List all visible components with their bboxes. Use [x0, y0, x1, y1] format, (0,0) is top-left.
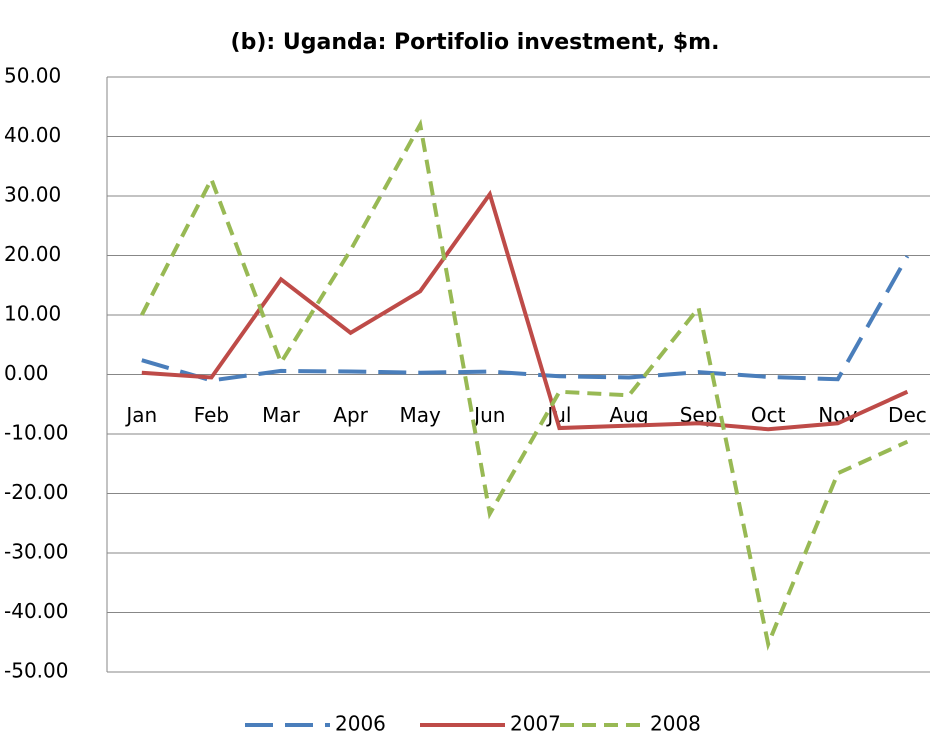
x-tick-label: Mar: [262, 403, 301, 427]
x-tick-label: May: [400, 403, 442, 427]
y-tick-label: 20.00: [4, 242, 61, 266]
y-tick-label: -40.00: [4, 599, 68, 623]
legend-label: 2007: [510, 712, 561, 736]
chart-title: (b): Uganda: Portifolio investment, $m.: [231, 30, 720, 55]
x-tick-label: Feb: [194, 403, 229, 427]
series-line: [140, 118, 909, 651]
series-line: [141, 189, 909, 432]
y-tick-label: -10.00: [4, 421, 68, 445]
x-tick-label: Apr: [333, 403, 368, 427]
legend-label: 2008: [650, 712, 701, 736]
x-tick-label: Aug: [609, 403, 648, 427]
y-tick-label: -30.00: [4, 540, 68, 564]
y-tick-label: 30.00: [4, 183, 61, 207]
y-tick-label: 40.00: [4, 123, 61, 147]
x-tick-label: Oct: [751, 403, 786, 427]
y-tick-label: 0.00: [4, 361, 49, 385]
series-line: [141, 255, 910, 383]
y-tick-label: -50.00: [4, 659, 68, 683]
y-tick-label: 50.00: [4, 64, 61, 88]
legend-label: 2006: [335, 712, 386, 736]
y-tick-label: 10.00: [4, 302, 61, 326]
y-tick-label: -20.00: [4, 480, 68, 504]
x-tick-label: Jun: [472, 403, 505, 427]
x-tick-label: Jan: [124, 403, 157, 427]
x-tick-label: Dec: [888, 403, 927, 427]
